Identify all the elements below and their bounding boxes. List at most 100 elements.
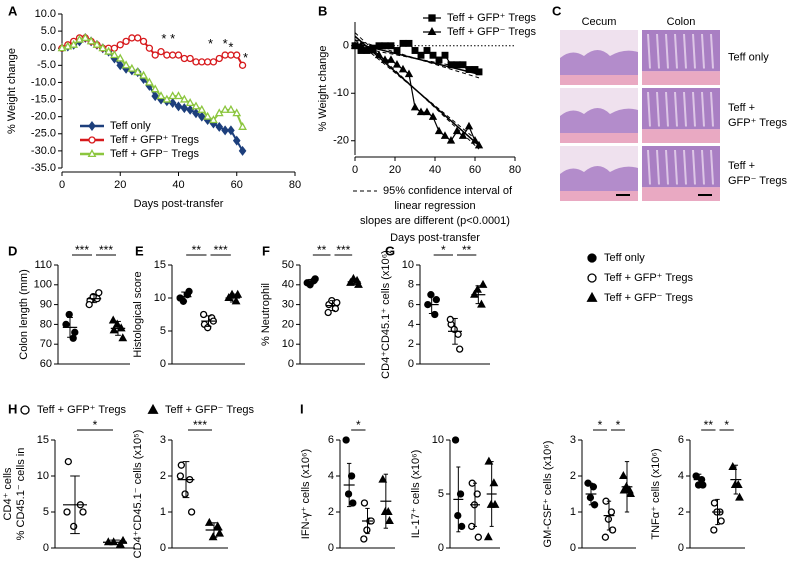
y-tick-label: 90 [40,299,52,311]
row-label: Teff + [728,160,755,172]
marker [411,47,419,54]
marker [134,34,142,42]
marker [108,315,118,324]
y-tick-label: -35.0 [31,162,56,174]
marker [422,107,432,116]
marker [399,39,407,47]
crypt [656,33,660,69]
marker [197,111,206,122]
marker [458,522,466,531]
y-tick-label: 0 [288,358,294,370]
marker [429,51,437,59]
crypt [692,91,696,127]
y-tick-label: 0 [408,358,414,370]
y-tick-label: 0 [678,542,684,554]
marker [626,489,635,498]
marker [174,101,183,112]
marker [86,36,96,45]
annotation: * [208,36,213,51]
marker [221,51,229,59]
marker [446,315,454,324]
marker [360,499,369,507]
crypt [674,33,678,69]
marker [483,532,493,541]
marker [213,521,223,530]
marker [473,490,481,498]
marker [180,54,188,63]
marker [386,55,396,63]
marker [459,61,467,69]
crypt [683,149,687,185]
marker [238,61,247,69]
significance-label: * [93,418,98,432]
crypt [710,33,714,69]
marker [174,51,183,59]
marker [118,333,128,342]
x-tick-label: 0 [352,164,358,176]
marker [710,526,718,534]
significance-label: *** [99,243,113,257]
y-tick-label: 0 [328,542,334,554]
marker [601,533,610,541]
marker [232,108,242,117]
crypt [701,33,705,69]
marker [215,528,224,537]
crypt [683,33,687,69]
y-tick-label: -30.0 [31,145,56,157]
confidence-band [354,39,480,143]
marker [20,405,30,415]
y-tick-label: 6 [328,434,334,446]
y-axis-title: % Neutrophil [260,283,272,346]
mucosa [642,30,720,72]
marker [151,51,159,59]
y-tick-label: -15.0 [31,93,56,105]
y-axis-title: IL-17⁺ cells (x10⁶) [410,450,422,539]
significance-label: * [356,418,361,432]
y-tick-label: 40 [282,279,294,291]
marker [344,490,353,498]
marker [232,135,241,146]
x-tick-label: 40 [429,164,441,176]
marker [150,84,160,93]
marker [121,60,131,69]
x-axis-title: Days post-transfer [390,232,480,244]
marker [144,77,154,86]
marker [428,112,438,120]
marker [427,291,435,299]
marker [208,532,218,541]
marker [185,287,193,296]
marker [110,50,119,59]
crypt [710,91,714,127]
marker [227,125,235,136]
y-tick-label: 0 [43,542,49,554]
marker [238,145,247,156]
marker [145,44,154,52]
annotation: * [161,31,166,46]
x-tick-label: 0 [59,179,65,191]
crypt [647,33,651,69]
y-tick-label: 5.0 [41,25,56,37]
x-tick-label: 20 [389,164,401,176]
y-tick-label: 1 [160,506,166,518]
y-tick-label: 3 [570,434,576,446]
panel-label: A [8,3,18,18]
marker [392,60,402,68]
marker [451,436,460,444]
marker [717,517,725,525]
marker [586,493,595,502]
panel-label: D [8,243,17,258]
marker [157,47,165,56]
marker [169,51,177,59]
series-line [355,45,480,146]
marker [197,104,207,113]
marker [350,41,360,49]
marker [587,273,597,283]
marker [489,478,499,487]
marker [92,39,102,48]
column-label: Cecum [582,16,617,28]
marker [186,54,194,63]
marker [65,310,73,319]
muscle-layer [642,187,720,201]
mucosa [642,88,720,130]
marker [147,403,159,414]
